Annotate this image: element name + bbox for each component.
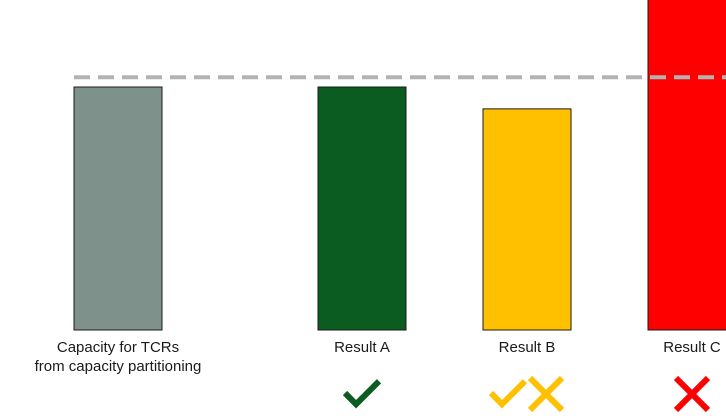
category-label: from capacity partitioning xyxy=(35,358,202,375)
bar-4 xyxy=(647,0,726,331)
check-icon xyxy=(342,379,382,409)
bar-3 xyxy=(482,108,572,331)
category-label: Capacity for TCRs xyxy=(57,339,179,356)
category-label: Result B xyxy=(499,339,556,356)
bar-1 xyxy=(73,86,163,331)
category-label: Result C xyxy=(663,339,721,356)
category-label: Result A xyxy=(334,339,390,356)
cross-icon xyxy=(673,375,711,413)
bar-2 xyxy=(317,86,407,331)
check-icon xyxy=(488,379,528,409)
cross-icon xyxy=(527,375,565,413)
